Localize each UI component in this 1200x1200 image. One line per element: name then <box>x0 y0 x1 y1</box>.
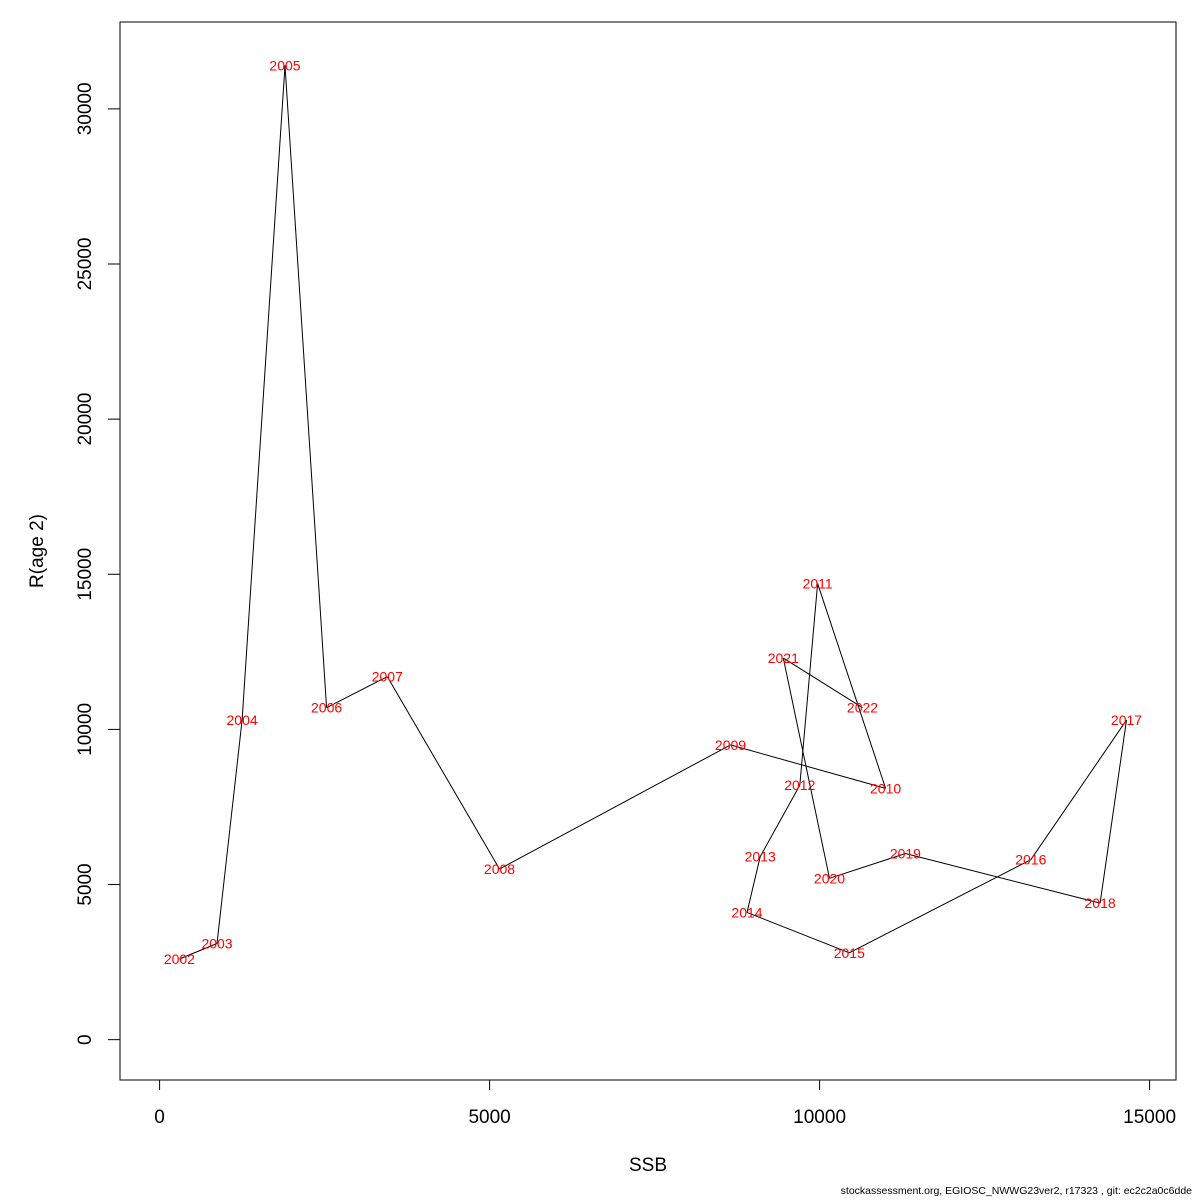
y-tick-label-15000: 15000 <box>75 548 96 601</box>
x-tick-label-10000: 10000 <box>793 1107 846 1128</box>
y-axis-label: R(age 2) <box>27 514 48 588</box>
line-segment-2019-2020 <box>829 853 906 879</box>
point-label-2020: 2020 <box>814 870 845 886</box>
line-segment-2007-2008 <box>386 676 500 870</box>
line-segment-2016-2017 <box>1030 719 1127 860</box>
x-tick-label-0: 0 <box>154 1107 165 1128</box>
y-axis: 0 5000 10000 15000 20000 25000 30000 <box>75 82 121 1045</box>
point-label-2014: 2014 <box>731 904 762 920</box>
line-segment-2013-2014 <box>746 856 761 913</box>
line-segment-2005-2006 <box>284 65 328 708</box>
line-segment-2017-2018 <box>1099 720 1127 904</box>
x-axis: 0 5000 10000 15000 <box>154 1079 1176 1128</box>
y-tick-label-20000: 20000 <box>75 393 96 446</box>
point-label-2013: 2013 <box>745 849 776 865</box>
line-segment-2014-2015 <box>746 911 850 954</box>
line-segment-2010-2011 <box>817 583 887 789</box>
point-label-2018: 2018 <box>1085 895 1116 911</box>
point-label-2010: 2010 <box>870 780 901 796</box>
line-segment-2002-2003 <box>179 943 218 960</box>
x-tick-label-5000: 5000 <box>468 1107 510 1128</box>
point-label-2021: 2021 <box>768 650 799 666</box>
point-label-2004: 2004 <box>227 712 258 728</box>
point-label-2016: 2016 <box>1015 852 1046 868</box>
y-tick-label-25000: 25000 <box>75 238 96 291</box>
line-segment-2020-2021 <box>782 657 830 879</box>
x-tick-label-15000: 15000 <box>1123 1107 1176 1128</box>
point-label-2007: 2007 <box>372 669 403 685</box>
line-segment-2004-2005 <box>241 65 286 721</box>
series-line <box>179 65 1127 960</box>
point-label-2015: 2015 <box>834 945 865 961</box>
footer-credit: stockassessment.org, EGIOSC_NWWG23ver2, … <box>840 1185 1192 1197</box>
line-segment-2003-2004 <box>216 720 243 944</box>
point-label-2012: 2012 <box>784 777 815 793</box>
line-segment-2015-2016 <box>849 859 1032 954</box>
point-label-2006: 2006 <box>311 700 342 716</box>
line-segment-2012-2013 <box>759 785 801 857</box>
point-label-2017: 2017 <box>1111 712 1142 728</box>
x-axis-label: SSB <box>629 1155 667 1176</box>
y-tick-label-5000: 5000 <box>75 863 96 905</box>
line-segment-2018-2019 <box>905 853 1101 904</box>
point-label-2011: 2011 <box>803 576 833 592</box>
line-segment-2006-2007 <box>326 676 388 709</box>
line-segment-2021-2022 <box>783 657 863 709</box>
point-label-2003: 2003 <box>201 935 232 951</box>
line-segment-2008-2009 <box>499 744 731 870</box>
line-segment-2009-2010 <box>730 744 886 789</box>
year-labels: 2002 2003 2004 2005 2006 2007 2008 2009 2010 2011… <box>164 57 1142 967</box>
point-label-2008: 2008 <box>484 861 515 877</box>
point-label-2009: 2009 <box>715 737 746 753</box>
point-label-2022: 2022 <box>847 700 878 716</box>
line-segment-2011-2012 <box>799 583 819 786</box>
point-label-2002: 2002 <box>164 951 195 967</box>
y-tick-label-10000: 10000 <box>75 703 96 756</box>
y-tick-label-30000: 30000 <box>75 82 96 135</box>
point-label-2005: 2005 <box>269 57 300 73</box>
y-tick-label-0: 0 <box>75 1034 96 1045</box>
point-label-2019: 2019 <box>890 846 921 862</box>
plot-frame <box>119 21 1177 1081</box>
